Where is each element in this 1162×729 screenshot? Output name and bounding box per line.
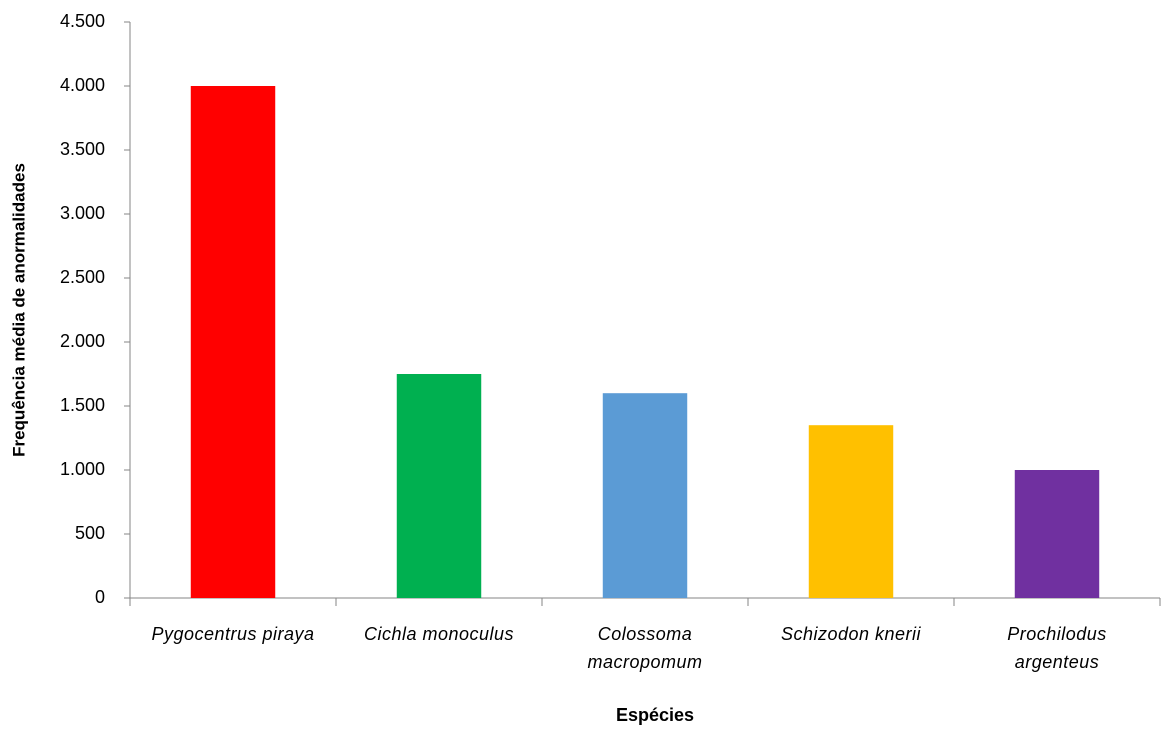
x-tick-label: Prochilodus argenteus [1007,624,1107,672]
y-tick-label: 500 [75,523,105,543]
bar [602,393,688,598]
x-tick-label: Colossoma macropomum [587,624,703,672]
y-tick-label: 4.000 [60,75,105,95]
bar [190,86,276,598]
x-tick-label: Schizodon knerii [780,624,922,644]
bar [808,425,894,598]
x-tick-label: Pygocentrus piraya [151,624,315,644]
bar [1014,470,1100,598]
y-tick-label: 3.000 [60,203,105,223]
x-tick-label: Cichla monoculus [363,624,515,644]
bar [396,374,482,598]
y-tick-label: 2.000 [60,331,105,351]
y-tick-label: 1.000 [60,459,105,479]
y-tick-label: 2.500 [60,267,105,287]
y-tick-label: 1.500 [60,395,105,415]
x-axis-title: Espécies [616,705,694,725]
y-tick-label: 0 [95,587,105,607]
y-axis-title: Frequência média de anormalidades [9,163,28,457]
y-tick-label: 3.500 [60,139,105,159]
y-tick-label: 4.500 [60,11,105,31]
